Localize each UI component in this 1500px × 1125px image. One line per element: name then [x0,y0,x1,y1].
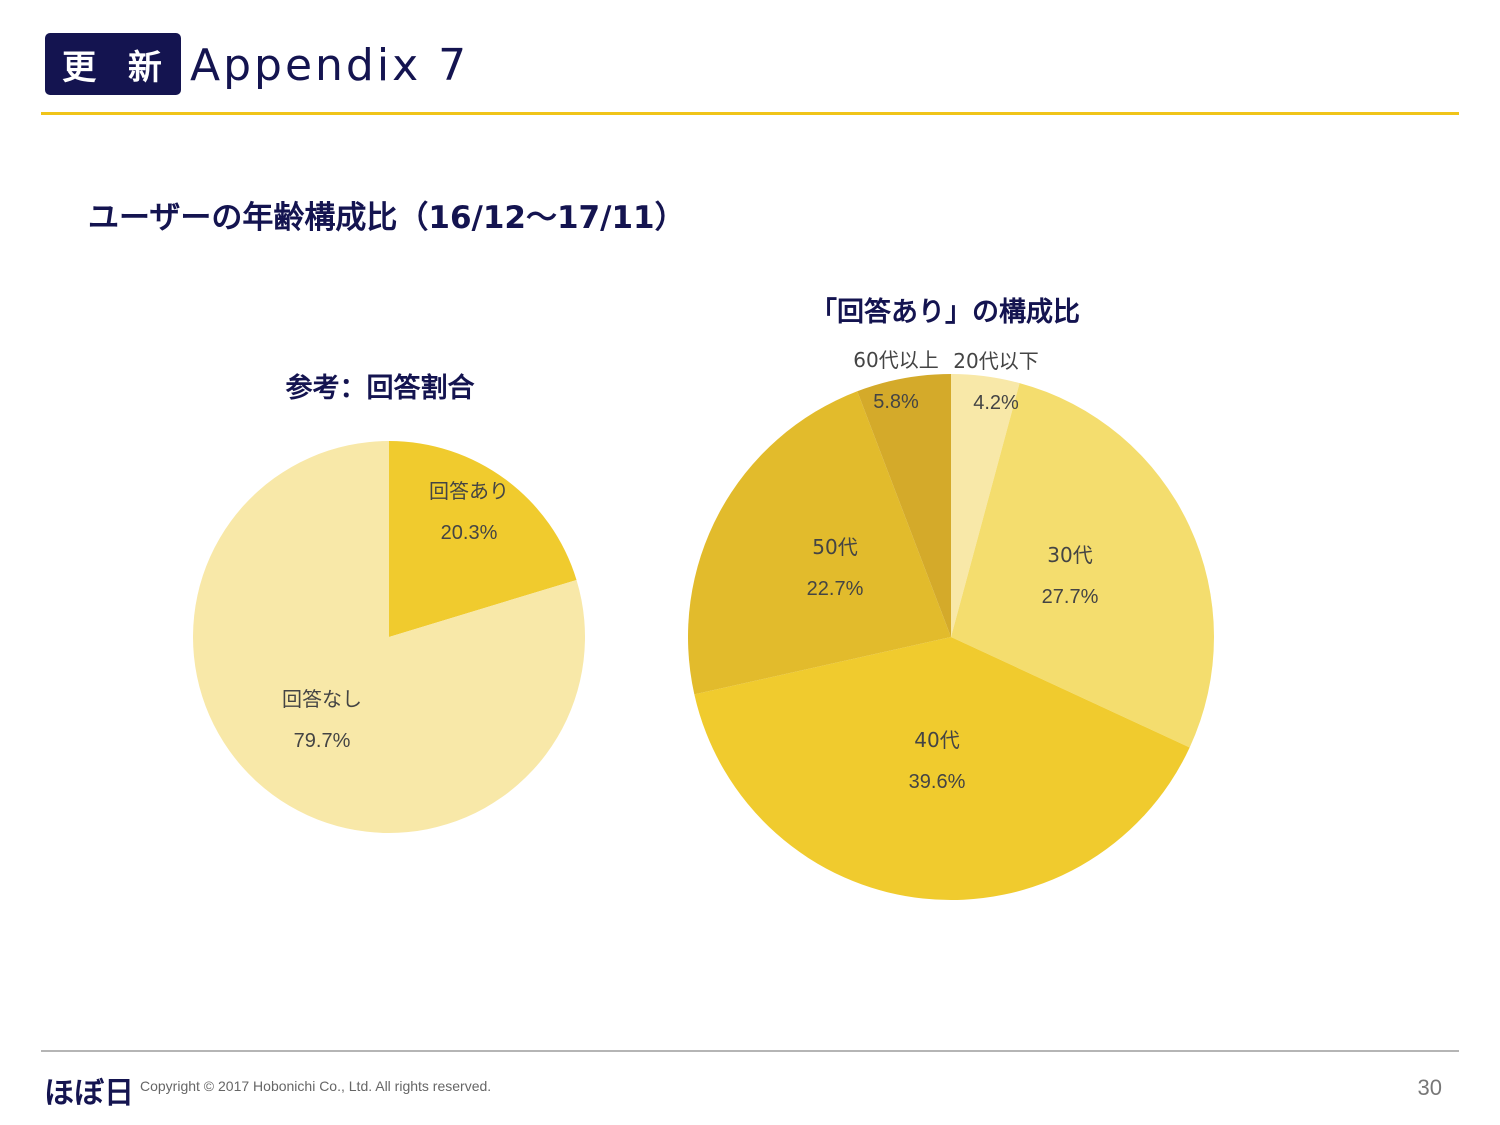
pie-slice-0-0 [389,441,577,637]
pie-slice-1-0 [951,374,1020,637]
slide-title: Appendix 7 [190,40,470,91]
pie-slice-1-4 [857,374,951,637]
slice-value-1-2: 39.6% [909,771,966,793]
header-divider [41,112,1459,115]
pie-slice-1-2 [694,637,1190,901]
slice-value-1-1: 27.7% [1042,586,1099,608]
copyright-text: Copyright © 2017 Hobonichi Co., Ltd. All… [140,1078,492,1094]
slice-value-1-4: 5.8% [873,391,919,413]
update-badge: 更 新 [45,33,181,95]
slice-value-1-3: 22.7% [807,578,864,600]
page-heading: ユーザーの年齢構成比（16/12〜17/11） [88,200,686,236]
slice-label-1-3: 50代 [812,535,857,559]
pie-slice-1-1 [951,383,1214,748]
pie-chart-response-rate: 回答あり 20.3% 回答なし 79.7% [192,441,585,834]
chart-title-response-rate: 参考：回答割合 [285,373,475,404]
chart-title-age-breakdown: 「回答あり」の構成比 [810,297,1080,328]
slice-value-1-0: 4.2% [973,392,1019,414]
slice-label-0-0: 回答あり [429,479,509,503]
slice-label-0-1: 回答なし [282,687,362,711]
slice-value-0-0: 20.3% [441,522,498,544]
slice-label-1-0: 20代以下 [953,349,1038,373]
slice-label-1-2: 40代 [914,728,959,752]
slice-value-0-1: 79.7% [294,730,351,752]
footer-divider [41,1050,1459,1052]
page-number: 30 [1417,1075,1442,1100]
slice-label-1-4: 60代以上 [853,348,938,372]
hobonichi-logo: ほぼ日 [44,1076,134,1111]
pie-slice-1-3 [688,391,951,695]
pie-chart-age-breakdown: 20代以下 4.2% 30代 27.7% 40代 39.6% 50代 22.7% 60代以上 5.… [688,348,1214,901]
slice-label-1-1: 30代 [1047,543,1092,567]
pie-slice-0-1 [192,441,585,834]
